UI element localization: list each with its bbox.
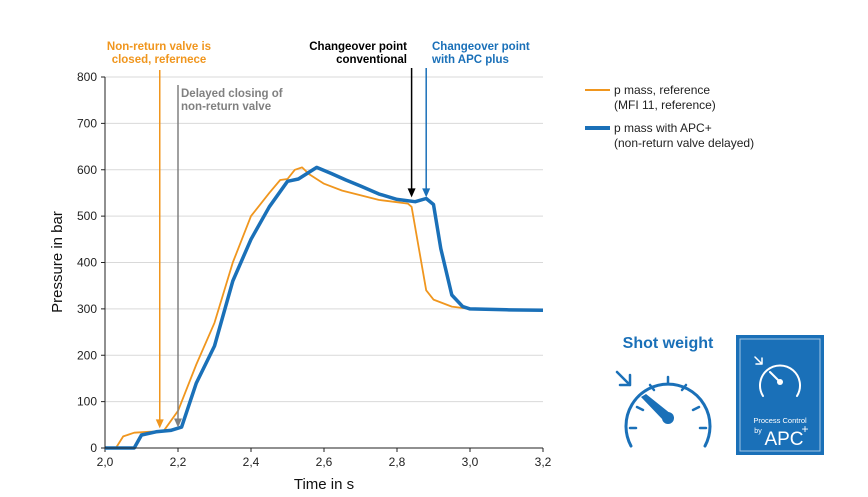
apc-logo: Process Control by APC +: [736, 335, 824, 455]
y-tick-label: 200: [77, 348, 97, 362]
x-tick-label: 2,2: [170, 455, 187, 469]
legend-label-apc: p mass with APC+: [614, 121, 712, 135]
shot-weight-title: Shot weight: [623, 335, 714, 352]
annotation-label: Changeover point: [309, 41, 407, 53]
y-tick-label: 600: [77, 163, 97, 177]
y-tick-label: 800: [77, 70, 97, 84]
series-lines: [105, 165, 544, 450]
grid: [105, 76, 543, 403]
x-axis-title: Time in s: [294, 476, 354, 493]
shot-weight-panel: Shot weight: [615, 335, 714, 448]
y-tick-label: 300: [77, 302, 97, 316]
y-axis-title: Pressure in bar: [49, 211, 66, 313]
annotation-label: Changeover point: [432, 41, 530, 53]
annotation-label: with APC plus: [431, 54, 509, 66]
y-tick-label: 100: [77, 395, 97, 409]
logo-sup: +: [801, 422, 808, 436]
x-tick-label: 2,6: [316, 455, 333, 469]
pressure-gauge-icon: [615, 370, 712, 448]
x-axis-ticks: 2,0 2,2 2,4 2,6 2,8 3,0 3,2: [97, 448, 552, 469]
x-tick-label: 2,0: [97, 455, 114, 469]
annotation-label: non-return valve: [181, 101, 271, 113]
y-tick-label: 700: [77, 116, 97, 130]
annotation-arrowhead: [407, 188, 416, 198]
annotation-label: Non-return valve is: [107, 41, 211, 53]
annotation-arrowhead: [155, 419, 164, 429]
y-tick-label: 0: [90, 441, 97, 455]
annotation-label: Delayed closing of: [181, 88, 283, 100]
legend-sublabel-apc: (non-return valve delayed): [614, 136, 754, 150]
logo-brand: APC: [764, 429, 803, 450]
annotation-arrowhead: [422, 188, 431, 198]
x-tick-label: 2,4: [243, 455, 260, 469]
series-line-apc: [105, 165, 544, 450]
annotation-label: conventional: [336, 54, 407, 66]
x-tick-label: 3,2: [535, 455, 552, 469]
y-tick-label: 400: [77, 256, 97, 270]
x-tick-label: 3,0: [462, 455, 479, 469]
x-tick-label: 2,8: [389, 455, 406, 469]
logo-line2: by: [754, 428, 762, 435]
legend-sublabel-reference: (MFI 11, reference): [614, 98, 716, 112]
y-axis-ticks: 0 100 200 300 400 500 600 700 800: [77, 70, 105, 455]
logo-line1: Process Control: [753, 416, 807, 425]
annotation-label: closed, refernece: [112, 54, 207, 66]
legend-label-reference: p mass, reference: [614, 83, 710, 97]
annotation-arrowhead: [174, 418, 182, 428]
legend: p mass, reference (MFI 11, reference) p …: [585, 83, 754, 150]
y-tick-label: 500: [77, 209, 97, 223]
logo-gauge-icon: [754, 356, 801, 397]
